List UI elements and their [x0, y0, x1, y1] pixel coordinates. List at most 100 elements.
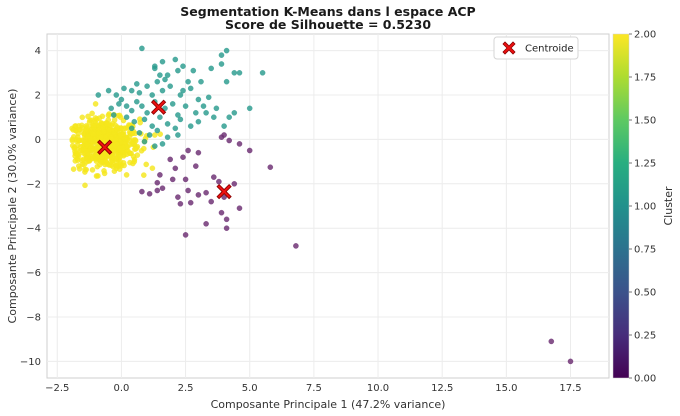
data-point-cluster-1 [134, 81, 140, 87]
data-point-cluster-0 [159, 185, 166, 191]
data-point-cluster-1 [175, 112, 181, 118]
data-point-cluster-1 [159, 87, 166, 94]
data-point-cluster-1 [231, 110, 238, 116]
data-point-cluster-1 [144, 83, 150, 89]
x-tick-label: 2.5 [178, 383, 194, 394]
data-point-cluster-0 [223, 216, 230, 223]
data-point-cluster-1 [167, 83, 173, 89]
data-point-cluster-0 [208, 198, 214, 205]
colorbar-tick-label: 0.00 [634, 374, 656, 385]
data-point-cluster-2 [98, 134, 104, 140]
data-point-cluster-0 [548, 338, 555, 345]
data-point-cluster-0 [221, 132, 227, 138]
data-point-cluster-1 [164, 121, 171, 127]
x-tick-label: 10.0 [367, 383, 389, 394]
data-point-cluster-1 [134, 98, 140, 105]
data-point-cluster-2 [106, 127, 113, 133]
data-point-cluster-2 [114, 124, 121, 130]
data-point-cluster-1 [128, 107, 135, 114]
data-point-cluster-1 [200, 103, 207, 109]
data-point-cluster-1 [223, 78, 230, 85]
data-point-cluster-0 [218, 209, 225, 216]
data-point-cluster-1 [182, 103, 189, 109]
data-point-cluster-2 [80, 146, 87, 152]
data-point-cluster-1 [128, 87, 135, 94]
data-point-cluster-2 [113, 163, 120, 169]
data-point-cluster-1 [218, 52, 225, 58]
data-point-cluster-2 [101, 128, 107, 135]
data-point-cluster-2 [106, 111, 112, 117]
data-point-cluster-0 [211, 174, 217, 180]
data-point-cluster-2 [83, 166, 89, 173]
grid-lines [47, 34, 609, 378]
data-point-cluster-2 [75, 157, 81, 163]
data-point-cluster-2 [76, 127, 82, 133]
y-tick-label: −2 [26, 179, 41, 190]
data-point-cluster-0 [293, 243, 299, 249]
data-point-cluster-2 [76, 166, 83, 172]
data-point-cluster-1 [164, 134, 171, 140]
data-point-cluster-0 [203, 221, 209, 227]
data-point-cluster-2 [141, 172, 147, 178]
data-point-cluster-1 [195, 96, 202, 103]
data-point-cluster-1 [175, 67, 181, 74]
data-point-cluster-1 [195, 118, 202, 125]
data-point-cluster-0 [187, 199, 194, 206]
data-point-cluster-1 [205, 94, 212, 101]
data-point-cluster-0 [180, 154, 186, 160]
data-point-cluster-0 [195, 149, 202, 156]
x-tick-label: 15.0 [495, 383, 517, 394]
data-point-cluster-1 [164, 72, 171, 78]
data-point-cluster-2 [89, 167, 96, 173]
data-point-cluster-1 [187, 123, 194, 129]
colorbar-ticks: 2.00 1.75 1.50 1.25 1.00 0.75 0.50 0.25 0.00 [629, 30, 656, 385]
data-point-cluster-1 [149, 123, 155, 129]
data-point-cluster-1 [154, 127, 161, 134]
x-tick-label: 17.5 [559, 383, 581, 394]
data-point-cluster-2 [90, 140, 96, 147]
data-point-cluster-0 [182, 232, 189, 238]
data-point-cluster-2 [152, 132, 158, 138]
legend-box [493, 36, 579, 60]
centroid-cluster-1 [150, 99, 167, 115]
x-tick-label: −2.5 [45, 383, 69, 394]
data-point-cluster-2 [82, 127, 89, 134]
data-point-cluster-2 [92, 101, 99, 107]
data-point-cluster-2 [89, 110, 95, 117]
data-point-cluster-2 [129, 130, 136, 137]
x-tick-label: 5.0 [242, 383, 258, 394]
y-tick-label: −6 [26, 268, 41, 279]
data-point-cluster-1 [139, 103, 145, 109]
data-point-cluster-0 [185, 187, 191, 194]
data-point-cluster-0 [172, 165, 179, 172]
data-point-cluster-2 [85, 113, 91, 120]
data-point-cluster-0 [167, 156, 173, 163]
data-point-cluster-2 [85, 133, 91, 140]
data-point-cluster-1 [121, 85, 127, 92]
data-point-cluster-1 [185, 78, 191, 85]
data-point-cluster-0 [231, 181, 238, 187]
data-point-cluster-2 [104, 121, 110, 127]
data-point-cluster-1 [190, 67, 197, 74]
data-point-cluster-1 [236, 70, 243, 76]
legend-entry-centroide: Centroide [525, 44, 574, 55]
data-point-cluster-1 [123, 103, 130, 109]
data-point-cluster-2 [141, 145, 147, 152]
y-tick-label: −8 [26, 312, 41, 323]
colorbar-label: Cluster [662, 186, 675, 226]
data-point-cluster-2 [72, 153, 78, 159]
data-point-cluster-1 [136, 130, 143, 136]
data-point-cluster-0 [223, 225, 230, 231]
data-point-cluster-0 [175, 194, 181, 200]
data-point-cluster-1 [154, 78, 161, 85]
data-point-cluster-1 [149, 92, 155, 98]
data-point-cluster-2 [70, 127, 76, 133]
data-point-cluster-2 [112, 136, 119, 143]
data-point-cluster-0 [267, 164, 274, 170]
data-point-cluster-2 [143, 161, 149, 168]
data-point-cluster-1 [223, 47, 230, 54]
data-point-cluster-1 [157, 114, 163, 120]
data-point-cluster-1 [141, 138, 148, 145]
data-point-cluster-2 [79, 161, 86, 168]
